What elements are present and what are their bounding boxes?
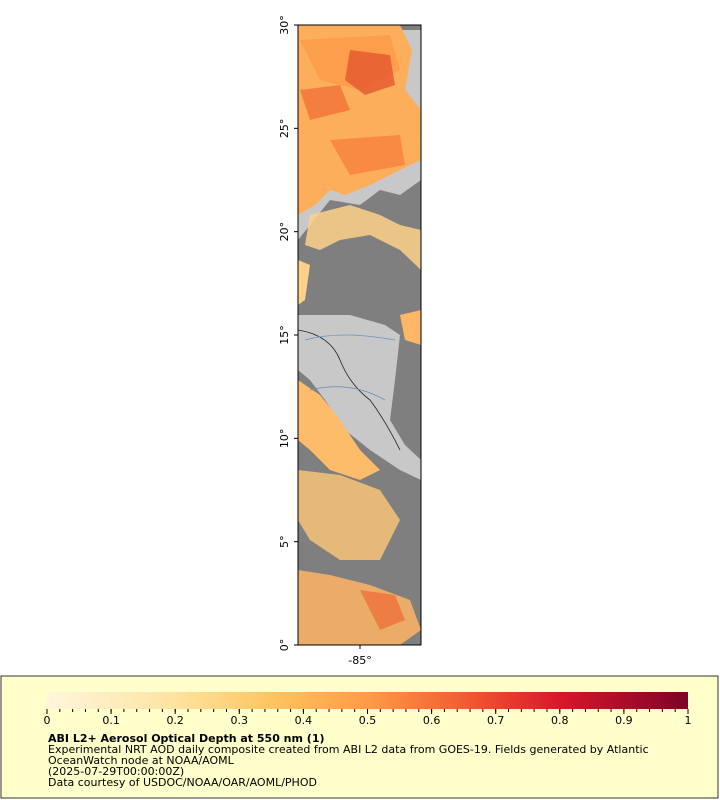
lon-tick-label: -85° xyxy=(348,654,371,667)
colorbar-tick-label: 0.1 xyxy=(102,714,120,727)
lat-tick-label: 10° xyxy=(278,429,291,449)
colorbar-tick-label: 0 xyxy=(44,714,51,727)
lat-tick-label: 15° xyxy=(278,325,291,345)
colorbar-tick-label: 0.5 xyxy=(359,714,377,727)
colorbar-tick-label: 0.9 xyxy=(615,714,633,727)
lat-tick-label: 0° xyxy=(278,639,291,652)
legend-line: Experimental NRT AOD daily composite cre… xyxy=(48,743,649,756)
colorbar-tick-label: 0.3 xyxy=(231,714,249,727)
colorbar-tick-label: 0.8 xyxy=(551,714,569,727)
colorbar-tick-label: 0.6 xyxy=(423,714,441,727)
colorbar-tick-label: 0.4 xyxy=(295,714,313,727)
map-raster xyxy=(298,25,421,645)
colorbar-tick-label: 0.7 xyxy=(487,714,505,727)
legend-title: ABI L2+ Aerosol Optical Depth at 550 nm … xyxy=(48,732,325,745)
lat-tick-label: 5° xyxy=(278,535,291,548)
colorbar-tick-label: 0.2 xyxy=(166,714,184,727)
colorbar-tick-label: 1 xyxy=(685,714,692,727)
legend-line: Data courtesy of USDOC/NOAA/OAR/AOML/PHO… xyxy=(48,776,317,789)
colorbar xyxy=(47,692,688,709)
lat-tick-label: 20° xyxy=(278,222,291,242)
legend-line: (2025-07-29T00:00:00Z) xyxy=(48,765,184,778)
lat-tick-label: 25° xyxy=(278,119,291,139)
lat-tick-label: 30° xyxy=(278,15,291,35)
legend-line: OceanWatch node at NOAA/AOML xyxy=(48,754,235,767)
